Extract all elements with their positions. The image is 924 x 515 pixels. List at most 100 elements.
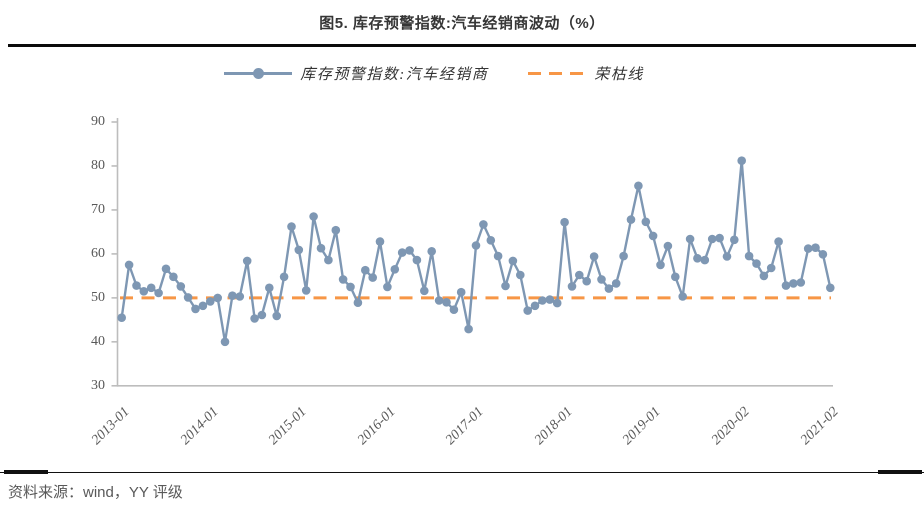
chart-title: 图5. 库存预警指数:汽车经销商波动（%）: [319, 15, 605, 32]
data-point-marker: [427, 247, 437, 256]
data-point-marker: [412, 255, 422, 265]
data-point-marker: [626, 215, 636, 224]
data-point-marker: [464, 324, 473, 334]
data-point-marker: [250, 314, 259, 323]
data-point-marker: [272, 311, 282, 321]
chart-legend: 库存预警指数:汽车经销商 荣枯线: [0, 62, 924, 84]
data-point-marker: [257, 310, 267, 320]
data-point-marker: [191, 304, 200, 314]
data-point-marker: [781, 281, 791, 290]
y-axis-label: 50: [91, 289, 105, 305]
data-point-marker: [597, 275, 606, 284]
data-point-marker: [479, 220, 488, 229]
threshold-dash-icon: [528, 71, 587, 75]
data-point-marker: [361, 265, 370, 275]
data-point-marker: [265, 283, 274, 293]
data-point-marker: [183, 293, 193, 302]
data-point-marker: [220, 337, 230, 347]
data-point-marker: [213, 293, 222, 303]
data-point-marker: [523, 306, 532, 315]
data-point-marker: [582, 276, 591, 286]
data-point-marker: [774, 237, 783, 246]
data-point-marker: [715, 233, 724, 243]
data-point-marker: [530, 301, 540, 311]
data-point-marker: [789, 279, 798, 288]
data-point-marker: [796, 278, 806, 287]
data-point-marker: [744, 251, 754, 261]
data-point-marker: [161, 264, 171, 274]
data-point-marker: [648, 231, 658, 241]
data-point-marker: [811, 243, 820, 252]
data-point-marker: [331, 225, 341, 235]
data-point-marker: [604, 284, 614, 293]
data-point-marker: [353, 298, 363, 308]
y-axis-label: 40: [91, 333, 105, 349]
data-point-marker: [287, 222, 296, 231]
data-point-marker: [169, 272, 178, 282]
data-point-marker: [368, 273, 378, 282]
legend-series-label: 库存预警指数:汽车经销商: [300, 66, 489, 83]
data-point-marker: [567, 282, 577, 291]
data-point-marker: [486, 236, 496, 245]
footer-rule-left-end: [4, 470, 48, 474]
data-point-marker: [228, 291, 237, 301]
data-point-marker: [671, 272, 680, 282]
data-point-marker: [198, 301, 208, 311]
data-point-marker: [700, 255, 710, 265]
data-point-marker: [589, 252, 599, 261]
data-point-marker: [242, 256, 252, 266]
data-point-marker: [390, 265, 400, 274]
data-point-marker: [516, 270, 525, 280]
data-point-marker: [397, 248, 407, 257]
data-point-marker: [730, 235, 739, 245]
y-axis-label: 80: [91, 157, 105, 173]
data-point-marker: [766, 263, 776, 273]
data-point-marker: [545, 295, 555, 304]
data-point-marker: [818, 250, 828, 259]
data-point-marker: [405, 246, 414, 255]
data-point-marker: [301, 286, 311, 295]
data-point-marker: [722, 252, 732, 261]
data-point-marker: [678, 292, 687, 301]
line-chart-plot-area: [111, 118, 835, 387]
legend-item-series: 库存预警指数:汽车经销商: [224, 63, 488, 84]
data-point-marker: [641, 217, 651, 227]
y-axis-label: 70: [91, 201, 105, 217]
data-point-marker: [538, 296, 547, 305]
data-point-marker: [508, 256, 518, 266]
data-point-marker: [146, 283, 156, 293]
y-axis-label: 30: [91, 377, 105, 393]
data-point-marker: [449, 305, 459, 315]
data-point-marker: [375, 237, 385, 246]
source-note: 资料来源：wind，YY 评级: [8, 484, 183, 501]
data-point-marker: [383, 282, 392, 292]
data-point-marker: [434, 296, 444, 305]
data-point-marker: [826, 283, 835, 293]
data-point-marker: [124, 260, 134, 270]
data-point-marker: [634, 181, 643, 191]
series-line: [120, 159, 832, 343]
data-point-marker: [117, 313, 126, 323]
data-point-marker: [139, 287, 149, 296]
title-divider-rule: [8, 44, 916, 47]
data-point-marker: [346, 282, 355, 292]
data-point-marker: [206, 297, 215, 306]
data-point-marker: [235, 292, 245, 301]
data-point-marker: [619, 251, 628, 261]
series-line-marker-icon: [224, 67, 293, 79]
data-point-marker: [737, 156, 746, 165]
y-axis-label: 60: [91, 245, 105, 261]
y-axis-label: 90: [91, 114, 105, 129]
data-point-marker: [575, 270, 584, 280]
data-point-marker: [442, 298, 451, 307]
data-point-marker: [752, 259, 761, 268]
data-point-marker: [759, 271, 769, 281]
data-point-marker: [456, 287, 466, 297]
data-point-marker: [338, 275, 348, 284]
data-point-marker: [309, 212, 318, 221]
data-point-marker: [501, 281, 510, 291]
data-point-marker: [693, 253, 702, 263]
footer-rule-right-end: [878, 470, 922, 474]
data-point-marker: [685, 234, 695, 244]
